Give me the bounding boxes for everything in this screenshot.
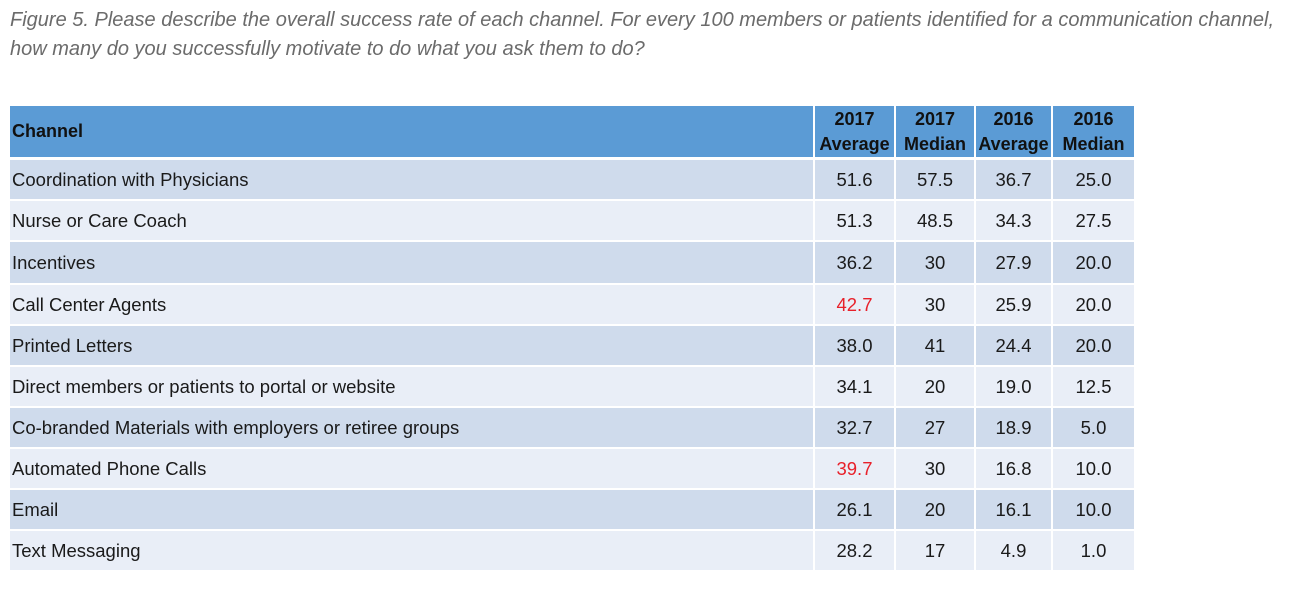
- table-body: Coordination with Physicians 51.6 57.5 36.7…: [10, 160, 1134, 572]
- cell-channel: Nurse or Care Coach: [10, 201, 813, 242]
- cell-2016-median: 27.5: [1051, 201, 1134, 242]
- header-row: Channel 2017 Average 2017 Median 2016 Avera…: [10, 106, 1134, 160]
- cell-2017-median: 20: [894, 490, 974, 531]
- table-row: Call Center Agents 42.7 30 25.9 20.0: [10, 285, 1134, 326]
- cell-2017-average: 34.1: [813, 367, 894, 408]
- column-header-stat: Average: [819, 133, 890, 154]
- cell-2017-median: 48.5: [894, 201, 974, 242]
- table-row: Email 26.1 20 16.1 10.0: [10, 490, 1134, 531]
- table-row: Direct members or patients to portal or …: [10, 367, 1134, 408]
- cell-channel: Printed Letters: [10, 326, 813, 367]
- figure-caption: Figure 5. Please describe the overall su…: [10, 9, 1274, 60]
- table-row: Printed Letters 38.0 41 24.4 20.0: [10, 326, 1134, 367]
- table-row: Automated Phone Calls 39.7 30 16.8 10.0: [10, 449, 1134, 490]
- cell-channel: Co-branded Materials with employers or r…: [10, 408, 813, 449]
- cell-channel: Incentives: [10, 242, 813, 285]
- table-row: Nurse or Care Coach 51.3 48.5 34.3 27.5: [10, 201, 1134, 242]
- column-header-2017-median: 2017 Median: [894, 106, 974, 160]
- column-header-stat: Median: [1062, 133, 1125, 154]
- cell-2016-average: 27.9: [974, 242, 1051, 285]
- cell-2017-average: 28.2: [813, 531, 894, 572]
- column-header-2017-average: 2017 Average: [813, 106, 894, 160]
- cell-2016-median: 1.0: [1051, 531, 1134, 572]
- cell-2016-median: 5.0: [1051, 408, 1134, 449]
- cell-2017-median: 17: [894, 531, 974, 572]
- column-header-year: 2016: [1073, 108, 1114, 129]
- cell-2017-median: 27: [894, 408, 974, 449]
- cell-channel: Direct members or patients to portal or …: [10, 367, 813, 408]
- success-rate-table: Channel 2017 Average 2017 Median 2016 Avera…: [10, 106, 1134, 572]
- cell-2017-average: 32.7: [813, 408, 894, 449]
- column-header-2016-average: 2016 Average: [974, 106, 1051, 160]
- cell-2017-average: 51.3: [813, 201, 894, 242]
- cell-2016-average: 16.8: [974, 449, 1051, 490]
- column-header-stat: Average: [978, 133, 1049, 154]
- cell-2016-median: 10.0: [1051, 490, 1134, 531]
- cell-2016-average: 36.7: [974, 160, 1051, 201]
- cell-2017-median: 57.5: [894, 160, 974, 201]
- cell-2016-median: 10.0: [1051, 449, 1134, 490]
- column-header-year: 2017: [914, 108, 956, 129]
- cell-2017-median: 41: [894, 326, 974, 367]
- cell-2016-median: 20.0: [1051, 326, 1134, 367]
- column-header-stat: Median: [903, 133, 966, 154]
- cell-channel: Call Center Agents: [10, 285, 813, 326]
- cell-channel: Email: [10, 490, 813, 531]
- cell-2017-average: 39.7: [813, 449, 894, 490]
- table-row: Co-branded Materials with employers or r…: [10, 408, 1134, 449]
- table-row: Text Messaging 28.2 17 4.9 1.0: [10, 531, 1134, 572]
- cell-2016-median: 20.0: [1051, 285, 1134, 326]
- cell-channel: Text Messaging: [10, 531, 813, 572]
- cell-2016-average: 34.3: [974, 201, 1051, 242]
- cell-2016-median: 25.0: [1051, 160, 1134, 201]
- cell-2017-average: 51.6: [813, 160, 894, 201]
- cell-2016-median: 12.5: [1051, 367, 1134, 408]
- cell-2017-average: 36.2: [813, 242, 894, 285]
- cell-channel: Automated Phone Calls: [10, 449, 813, 490]
- cell-2016-average: 24.4: [974, 326, 1051, 367]
- column-header-year: 2016: [993, 108, 1034, 129]
- cell-channel: Coordination with Physicians: [10, 160, 813, 201]
- cell-2016-median: 20.0: [1051, 242, 1134, 285]
- cell-2017-average: 38.0: [813, 326, 894, 367]
- cell-2016-average: 25.9: [974, 285, 1051, 326]
- cell-2017-median: 30: [894, 285, 974, 326]
- cell-2016-average: 18.9: [974, 408, 1051, 449]
- column-header-channel: Channel: [10, 106, 813, 160]
- cell-2016-average: 4.9: [974, 531, 1051, 572]
- cell-2017-average: 26.1: [813, 490, 894, 531]
- cell-2017-median: 30: [894, 242, 974, 285]
- table-row: Coordination with Physicians 51.6 57.5 36.7…: [10, 160, 1134, 201]
- column-header-year: 2017: [834, 108, 875, 129]
- cell-2016-average: 16.1: [974, 490, 1051, 531]
- cell-2017-median: 20: [894, 367, 974, 408]
- cell-2016-average: 19.0: [974, 367, 1051, 408]
- cell-2017-average: 42.7: [813, 285, 894, 326]
- column-header-2016-median: 2016 Median: [1051, 106, 1134, 160]
- cell-2017-median: 30: [894, 449, 974, 490]
- table-row: Incentives 36.2 30 27.9 20.0: [10, 242, 1134, 285]
